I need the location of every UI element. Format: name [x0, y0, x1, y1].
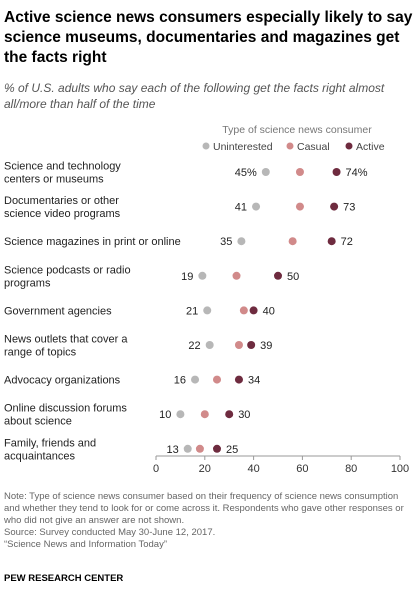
- value-label-high: 74%: [346, 167, 368, 179]
- x-tick-label: 60: [296, 463, 308, 475]
- dot-casual: [295, 168, 304, 176]
- dot-active: [332, 168, 341, 176]
- category-label: range of topics: [4, 347, 77, 359]
- dot-casual: [288, 237, 297, 246]
- dot-uninterested: [252, 202, 261, 211]
- dot-casual: [195, 444, 204, 453]
- legend-label-casual: Casual: [297, 141, 330, 153]
- value-label-high: 34: [248, 375, 260, 387]
- category-label: science video programs: [4, 208, 121, 220]
- category-label: about science: [4, 416, 72, 428]
- x-tick-label: 20: [199, 463, 211, 475]
- dot-active: [225, 410, 234, 419]
- legend-marker-active: [345, 142, 353, 150]
- legend-marker-uninterested: [202, 142, 210, 150]
- category-label: News outlets that cover a: [4, 334, 128, 346]
- value-label-low: 22: [188, 340, 200, 352]
- dot-uninterested: [183, 444, 192, 453]
- chart-title: Active science news consumers especially…: [4, 9, 413, 66]
- legend-label-uninterested: Uninterested: [213, 141, 273, 153]
- value-label-low: 13: [166, 444, 178, 456]
- value-label-high: 50: [287, 271, 299, 283]
- dot-plot: Type of science news consumer Unintereste…: [4, 124, 409, 475]
- value-label-high: 25: [226, 444, 238, 456]
- category-label: Science podcasts or radio: [4, 264, 131, 276]
- value-label-high: 39: [260, 340, 272, 352]
- dot-uninterested: [198, 271, 207, 280]
- org-logo-text: PEW RESEARCH CENTER: [4, 573, 124, 584]
- category-label: Government agencies: [4, 305, 112, 317]
- dot-casual: [234, 341, 243, 349]
- legend-title: Type of science news consumer: [222, 124, 372, 136]
- dot-uninterested: [261, 168, 270, 176]
- dot-active: [234, 375, 243, 384]
- category-label: Online discussion forums: [4, 403, 127, 415]
- x-tick-label: 40: [247, 463, 259, 475]
- category-label: Family, friends and: [4, 437, 96, 449]
- value-label-low: 35: [220, 236, 232, 248]
- dot-active: [330, 202, 339, 211]
- value-label-high: 40: [263, 305, 275, 317]
- dot-uninterested: [205, 341, 214, 349]
- value-label-high: 30: [238, 409, 250, 421]
- value-label-low: 41: [235, 202, 247, 214]
- value-label-low: 45%: [235, 167, 257, 179]
- dot-casual: [232, 271, 241, 280]
- dot-casual: [200, 410, 209, 419]
- dot-uninterested: [191, 375, 200, 384]
- category-label: centers or museums: [4, 174, 104, 186]
- dot-uninterested: [203, 306, 212, 315]
- value-label-high: 73: [343, 202, 355, 214]
- source-text: Source: Survey conducted May 30-June 12,…: [4, 527, 216, 538]
- dot-active: [249, 306, 258, 315]
- dot-active: [327, 237, 336, 246]
- report-title: “Science News and Information Today”: [4, 539, 167, 550]
- chart-note: Note: Type of science news consumer base…: [4, 491, 416, 551]
- category-label: Science and technology: [4, 161, 121, 173]
- category-label: Documentaries or other: [4, 195, 119, 207]
- legend-marker-casual: [286, 142, 294, 150]
- value-label-low: 10: [159, 409, 171, 421]
- category-label: Advocacy organizations: [4, 375, 121, 387]
- chart-subtitle: % of U.S. adults who say each of the fol…: [4, 81, 385, 111]
- dot-active: [274, 271, 282, 280]
- note-text: Note: Type of science news consumer base…: [4, 491, 404, 526]
- dot-active: [213, 444, 221, 453]
- dot-casual: [239, 306, 248, 315]
- dot-uninterested: [237, 237, 246, 246]
- dot-active: [247, 341, 256, 349]
- category-label: acquaintances: [4, 450, 75, 462]
- value-label-low: 16: [174, 375, 186, 387]
- category-label: programs: [4, 277, 51, 289]
- legend-label-active: Active: [356, 141, 385, 153]
- dot-uninterested: [176, 410, 185, 419]
- value-label-low: 21: [186, 305, 198, 317]
- x-tick-label: 80: [345, 463, 357, 475]
- category-label: Science magazines in print or online: [4, 236, 181, 248]
- dot-casual: [213, 375, 221, 384]
- x-tick-label: 100: [391, 463, 409, 475]
- value-label-high: 72: [341, 236, 353, 248]
- dot-casual: [295, 202, 304, 211]
- value-label-low: 19: [181, 271, 193, 283]
- x-tick-label: 0: [153, 463, 159, 475]
